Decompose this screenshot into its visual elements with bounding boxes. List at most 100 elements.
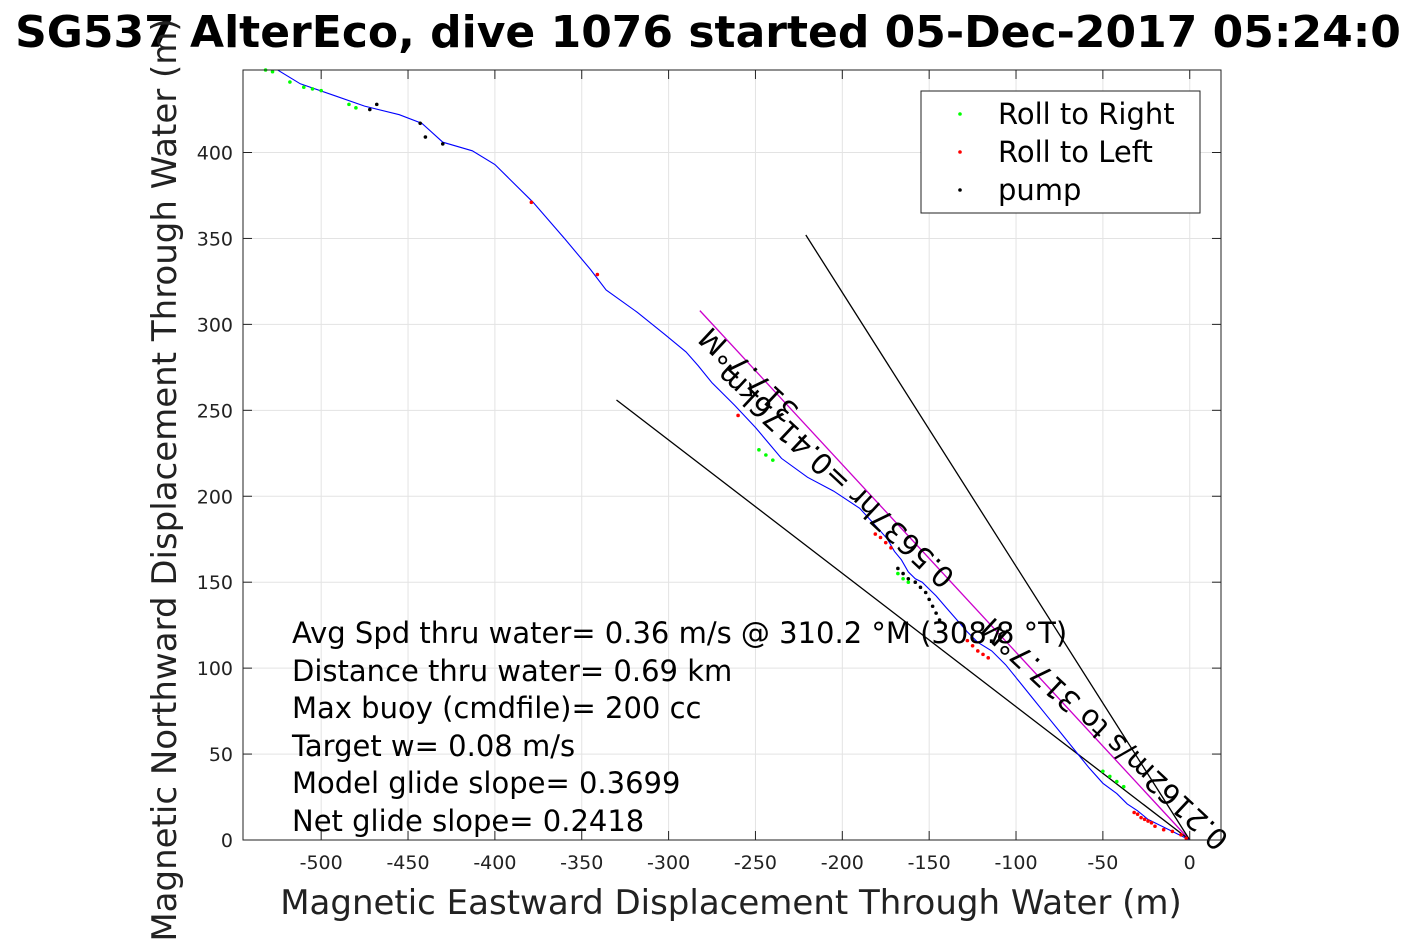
x-tick-label: -150 (908, 852, 951, 874)
y-tick-label: 50 (209, 744, 233, 766)
dive-track (263, 69, 1190, 841)
legend-swatch-roll-left (958, 150, 962, 154)
roll-left-point (873, 532, 878, 536)
roll-left-point (1132, 810, 1136, 815)
roll-right-point (1101, 769, 1105, 774)
pump-point (901, 571, 905, 576)
annotation-net-glide: Net glide slope= 0.2418 (292, 804, 644, 838)
roll-right-point (319, 88, 323, 93)
pump-point (896, 566, 900, 571)
pump-point (923, 590, 928, 595)
roll-right-point (347, 102, 351, 107)
legend-swatch-roll-right (958, 112, 962, 116)
roll-right-point (301, 85, 306, 89)
pump-point (368, 107, 372, 112)
annotation-target-w: Target w= 0.08 m/s (291, 729, 575, 763)
roll-left-point (1184, 836, 1189, 841)
roll-left-point (883, 540, 888, 545)
pump-point (906, 576, 911, 581)
y-tick-label: 200 (197, 486, 233, 508)
x-tick-label: -100 (994, 852, 1037, 874)
pump-point (937, 618, 942, 622)
roll-left-point (1153, 824, 1157, 829)
x-tick-label: -450 (386, 852, 429, 874)
axes-box (242, 69, 1222, 841)
reference-lines (616, 234, 1191, 841)
roll-left-point (981, 652, 985, 657)
annotation-distance: Distance thru water= 0.69 km (292, 654, 732, 688)
annotation-model-glide: Model glide slope= 0.3699 (292, 766, 680, 800)
roll-left-point (529, 200, 534, 205)
x-tick-label: 0 (1184, 852, 1196, 874)
roll-right-point (757, 448, 761, 452)
x-tick-label: -500 (300, 852, 343, 874)
pump-point (440, 142, 445, 146)
roll-left-point (1146, 819, 1150, 823)
current-line (805, 234, 1191, 841)
x-tick-label: -300 (647, 852, 690, 874)
y-tick-label: 150 (197, 572, 233, 594)
markers (263, 68, 1189, 841)
x-axis-label: Magnetic Eastward Displacement Through W… (280, 883, 1182, 923)
chart-title: SG537 AlterEco, dive 1076 started 05-Dec… (15, 7, 1401, 58)
y-tick-label: 0 (221, 830, 233, 852)
x-tick-label: -200 (821, 852, 864, 874)
roll-left-point (1161, 827, 1166, 832)
stats-annotations: Avg Spd thru water= 0.36 m/s @ 310.2 °M … (291, 616, 1067, 838)
roll-right-point (310, 87, 315, 91)
pump-point (423, 135, 428, 139)
legend-swatch-pump (958, 188, 962, 192)
roll-right-point (1114, 779, 1119, 784)
roll-left-point (965, 638, 970, 643)
roll-right-point (270, 69, 275, 74)
x-tick-label: -350 (560, 852, 603, 874)
roll-left-point (889, 546, 893, 550)
track-line (263, 69, 1190, 841)
roll-right-point (896, 571, 900, 576)
ticks: -500 -450 -400 -350 -300 -250 -200 -150 -100 -50 0… (197, 70, 1221, 874)
roll-left-point (736, 413, 740, 418)
roll-right-point (771, 458, 775, 462)
y-tick-label: 300 (197, 314, 233, 336)
roll-left-point (1170, 829, 1175, 834)
roll-right-point (906, 580, 911, 584)
annotation-avg-speed: Avg Spd thru water= 0.36 m/s @ 310.2 °M … (292, 616, 1067, 650)
legend-label-pump: pump (998, 173, 1081, 207)
y-tick-label: 400 (197, 143, 233, 165)
pump-point (934, 611, 938, 615)
y-tick-label: 350 (197, 228, 233, 250)
roll-right-point (1108, 774, 1112, 779)
roll-left-point (1179, 833, 1183, 837)
y-tick-label: 100 (197, 658, 233, 680)
legend-label-roll-left: Roll to Left (998, 135, 1153, 169)
y-tick-label: 250 (197, 400, 233, 422)
roll-right-point (901, 576, 905, 581)
pump-point (374, 102, 379, 107)
pump-point (418, 121, 422, 126)
current-line-2 (616, 399, 1191, 841)
roll-left-point (1139, 815, 1143, 820)
roll-left-point (1135, 812, 1140, 817)
heading-line (699, 310, 1191, 841)
roll-left-point (878, 535, 883, 540)
x-tick-label: -250 (734, 852, 777, 874)
roll-left-point (1149, 821, 1154, 825)
roll-right-point (288, 80, 292, 84)
legend-box (920, 90, 1201, 214)
y-axis-label: Magnetic Northward Displacement Through … (145, 18, 185, 941)
roll-right-point (354, 106, 358, 110)
pump-point (918, 585, 923, 590)
roll-right-point (1121, 784, 1126, 789)
roll-left-point (595, 272, 600, 277)
x-tick-label: -50 (1087, 852, 1118, 874)
roll-left-point (986, 656, 991, 660)
roll-left-point (970, 643, 975, 648)
pump-point (930, 604, 935, 609)
annotation-max-buoy: Max buoy (cmdfile)= 200 cc (292, 691, 701, 725)
legend-label-roll-right: Roll to Right (998, 97, 1175, 131)
roll-left-point (1142, 817, 1147, 822)
pump-point (913, 580, 918, 584)
legend: Roll to Right Roll to Left pump (920, 90, 1201, 214)
pump-point (927, 597, 931, 602)
